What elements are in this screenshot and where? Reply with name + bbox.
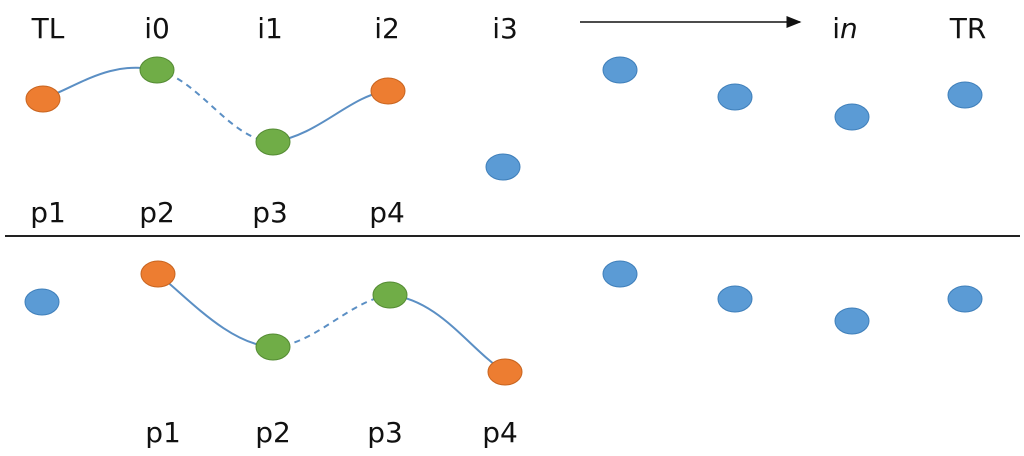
point: [25, 85, 61, 113]
point-label: p4: [369, 196, 405, 229]
column-label: i0: [144, 12, 170, 45]
point-label: p3: [252, 196, 288, 229]
column-label: in: [832, 12, 858, 45]
point: [717, 83, 753, 111]
curve-dashed: [156, 69, 274, 143]
point: [255, 333, 291, 361]
point: [602, 56, 638, 84]
label-italic: n: [840, 12, 858, 45]
column-label: i2: [374, 12, 400, 45]
point: [372, 281, 408, 309]
point: [947, 285, 983, 313]
point: [834, 103, 870, 131]
point-label: p2: [139, 196, 175, 229]
column-label: i1: [257, 12, 283, 45]
curve: [389, 294, 506, 373]
point: [485, 153, 521, 181]
column-label: i3: [492, 12, 518, 45]
point-label: p1: [30, 196, 66, 229]
point: [370, 77, 406, 105]
curve: [157, 273, 274, 348]
point: [24, 288, 60, 316]
point-label: p3: [367, 416, 403, 449]
point: [947, 81, 983, 109]
point: [487, 358, 523, 386]
point-label: p1: [145, 416, 181, 449]
curve: [272, 90, 389, 143]
column-label: TL: [31, 12, 65, 45]
point: [717, 285, 753, 313]
point: [140, 260, 176, 288]
curve-dashed: [272, 294, 391, 348]
point: [139, 56, 175, 84]
point-label: p2: [255, 416, 291, 449]
point-label: p4: [482, 416, 518, 449]
point: [602, 260, 638, 288]
point: [255, 128, 291, 156]
label-prefix: i: [832, 12, 840, 45]
column-label: TR: [949, 12, 987, 45]
point: [834, 307, 870, 335]
